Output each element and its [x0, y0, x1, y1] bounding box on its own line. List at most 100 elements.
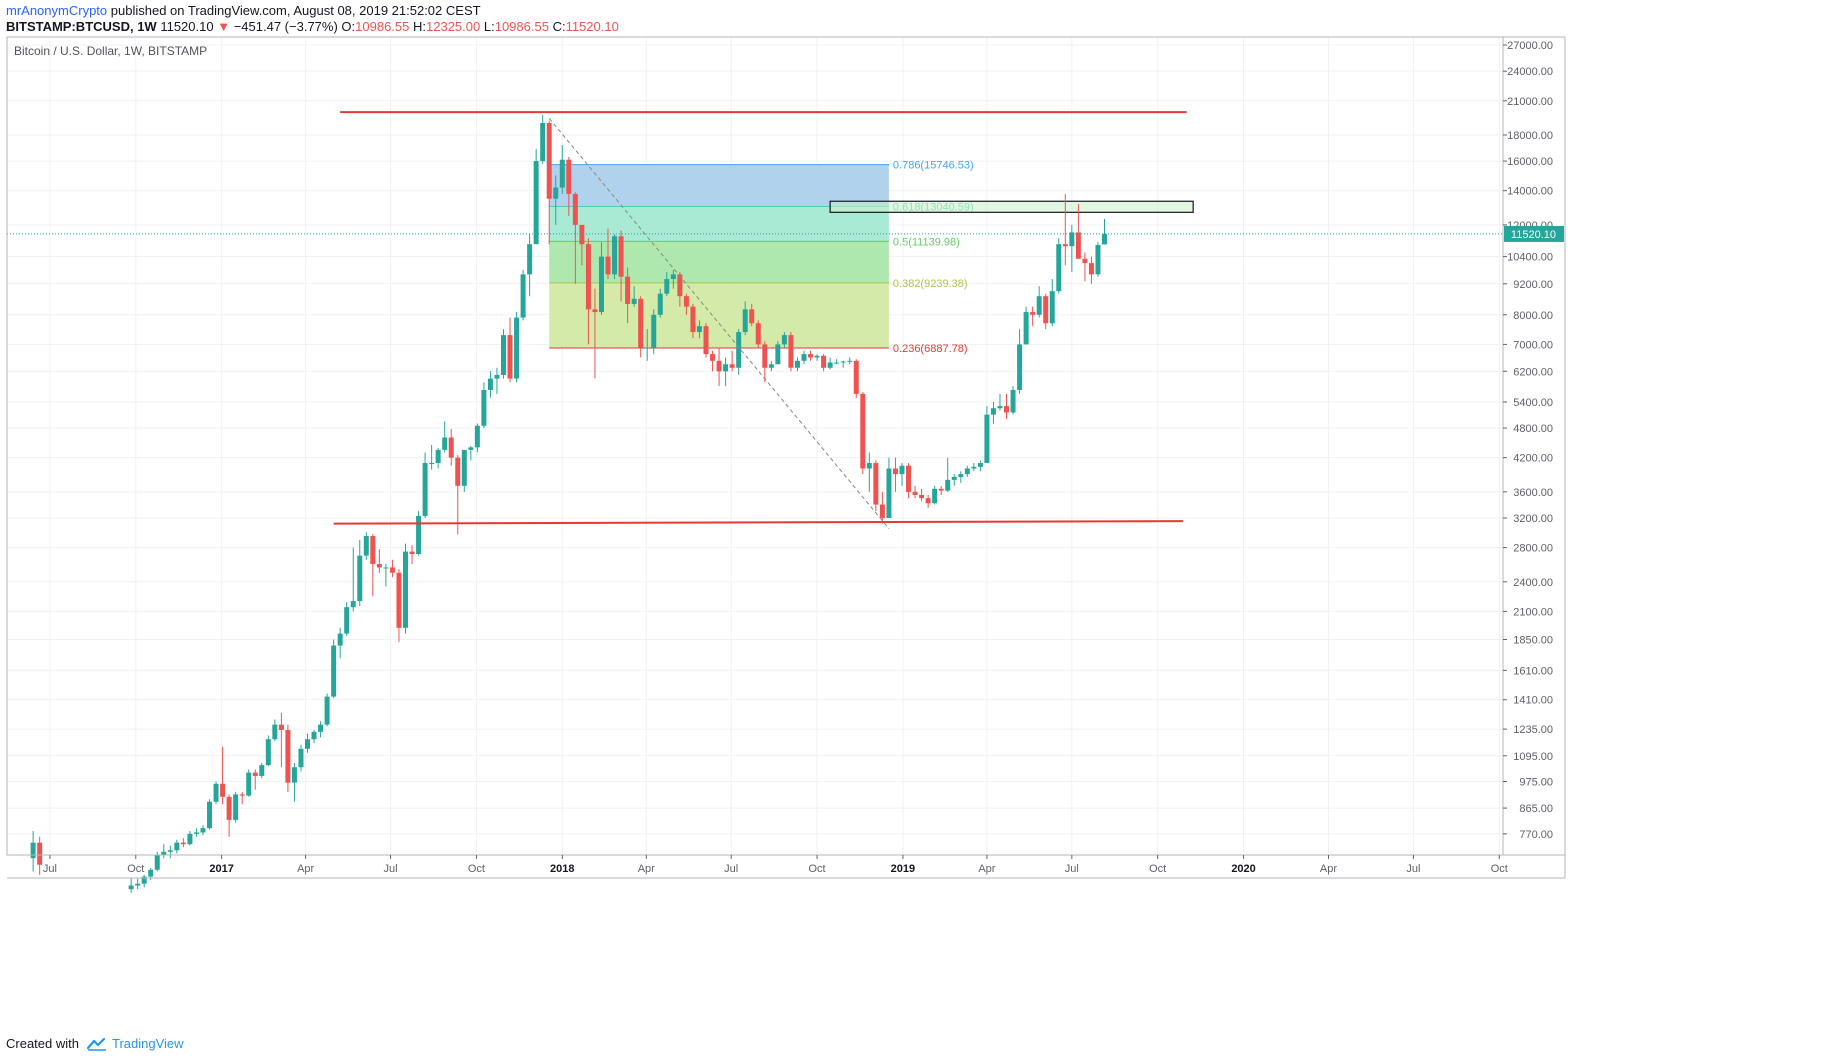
- candle-body: [553, 187, 559, 199]
- y-tick-label: 27000.00: [1507, 40, 1553, 52]
- candle-body: [834, 362, 840, 364]
- candle-body: [1043, 296, 1049, 324]
- y-tick-label: 3600.00: [1513, 487, 1553, 499]
- candle-body: [435, 449, 441, 464]
- y-tick-label: 3200.00: [1513, 513, 1553, 525]
- candle-body: [1082, 258, 1088, 264]
- y-tick-label: 18000.00: [1507, 130, 1553, 142]
- resistance-box-group[interactable]: [829, 200, 1194, 213]
- candle-body: [193, 832, 199, 834]
- candle-body: [494, 374, 500, 379]
- candle-body: [305, 739, 311, 749]
- candle-body: [971, 466, 977, 469]
- price-axis[interactable]: 27000.00 24000.00 21000.00 18000.00 16000.00…: [1503, 40, 1564, 841]
- candle-body: [559, 159, 565, 188]
- fib-trend-line[interactable]: [548, 118, 890, 529]
- candle-body: [200, 828, 206, 833]
- candle-body: [318, 724, 324, 732]
- candle-body: [781, 335, 787, 345]
- candle-body: [291, 767, 297, 783]
- tradingview-brand[interactable]: TradingView: [112, 1036, 184, 1051]
- candle-body: [736, 332, 742, 368]
- candle-body: [135, 883, 141, 886]
- open-label: O:: [341, 19, 356, 34]
- candle-body: [886, 468, 892, 518]
- candle-body: [1075, 232, 1081, 259]
- candle-body: [618, 236, 624, 277]
- candle-body: [481, 389, 487, 426]
- author-link[interactable]: mrAnonymCrypto: [6, 3, 108, 18]
- change-text: −451.47 (−3.77%): [233, 19, 338, 34]
- chart-title: Bitcoin / U.S. Dollar, 1W, BITSTAMP: [14, 44, 207, 58]
- candle-body: [233, 794, 239, 820]
- time-axis[interactable]: Jul Oct 2017 Apr Jul Oct 2018 Apr Jul Oct 2019 Apr J…: [43, 855, 1508, 875]
- y-tick-label: 1410.00: [1513, 695, 1553, 707]
- resistance-box[interactable]: [829, 200, 1194, 213]
- candle-body: [892, 468, 898, 475]
- candle-body: [402, 551, 408, 628]
- candle-body: [350, 601, 356, 608]
- candle-body: [808, 354, 814, 358]
- candle-body: [788, 335, 794, 368]
- y-tick-label: 975.00: [1519, 777, 1553, 789]
- chart-container[interactable]: 0.786(15746.53)0.618(13040.59)0.5(11139.…: [0, 0, 1828, 1035]
- y-tick-label: 5400.00: [1513, 397, 1553, 409]
- candle-body: [945, 479, 951, 491]
- candle-body: [696, 326, 702, 333]
- candle-body: [762, 344, 768, 368]
- grid: [7, 37, 1503, 855]
- x-tick-label: Oct: [1491, 863, 1508, 875]
- frame: [6, 36, 1566, 879]
- x-tick-label: Oct: [127, 863, 144, 875]
- price-chart[interactable]: 0.786(15746.53)0.618(13040.59)0.5(11139.…: [0, 0, 1828, 1030]
- y-tick-label: 2100.00: [1513, 606, 1553, 618]
- candle-body: [866, 463, 872, 469]
- y-tick-label: 9200.00: [1513, 279, 1553, 291]
- candle-body: [664, 279, 670, 294]
- candle-body: [383, 567, 389, 569]
- close-value: 11520.10: [565, 19, 619, 34]
- candle-body: [357, 555, 363, 602]
- candle-body: [860, 393, 866, 469]
- candle-body: [1036, 296, 1042, 315]
- candle-body: [670, 274, 676, 280]
- candle-body: [376, 564, 382, 568]
- candle-body: [566, 159, 572, 194]
- drawings[interactable]: [7, 111, 1503, 529]
- fib-level-label: 0.5(11139.98): [893, 236, 960, 248]
- y-tick-label: 10400.00: [1507, 252, 1553, 264]
- y-tick-label: 1095.00: [1513, 751, 1553, 763]
- candle-body: [161, 851, 167, 855]
- close-label: C:: [552, 19, 566, 34]
- ohlc-row: BITSTAMP:BTCUSD, 1W 11520.10 ▼ −451.47 (…: [6, 19, 619, 35]
- x-tick-label: Jul: [384, 863, 398, 875]
- candle-body: [180, 842, 186, 845]
- candle-body: [932, 488, 938, 504]
- x-tick-label: Apr: [1320, 863, 1337, 875]
- y-tick-label: 1610.00: [1513, 665, 1553, 677]
- candle-body: [827, 362, 833, 368]
- candle-body: [1030, 312, 1036, 315]
- x-tick-label: Jul: [1406, 863, 1420, 875]
- candle-body: [533, 161, 539, 245]
- created-with-text: Created with: [6, 1036, 79, 1051]
- candle-body: [821, 355, 827, 368]
- candle-body: [1017, 344, 1023, 390]
- candle-body: [520, 274, 526, 318]
- candle-body: [272, 724, 278, 740]
- candle-body: [742, 309, 748, 333]
- candle-body: [1102, 233, 1108, 245]
- chart-header: mrAnonymCrypto published on TradingView.…: [6, 3, 619, 35]
- candle-body: [925, 498, 931, 504]
- candle-body: [174, 842, 180, 851]
- fib-level-label: 0.236(6887.78): [893, 343, 968, 355]
- candle-body: [912, 491, 918, 495]
- horizontal-trend-line[interactable]: [333, 520, 1183, 525]
- candle-body: [429, 463, 435, 465]
- candle-body: [677, 274, 683, 297]
- candle-body: [448, 437, 454, 458]
- candle-body: [416, 515, 422, 555]
- fib-level-label: 0.786(15746.53): [893, 160, 974, 172]
- x-tick-label: Oct: [1149, 863, 1166, 875]
- y-tick-label: 770.00: [1519, 829, 1553, 841]
